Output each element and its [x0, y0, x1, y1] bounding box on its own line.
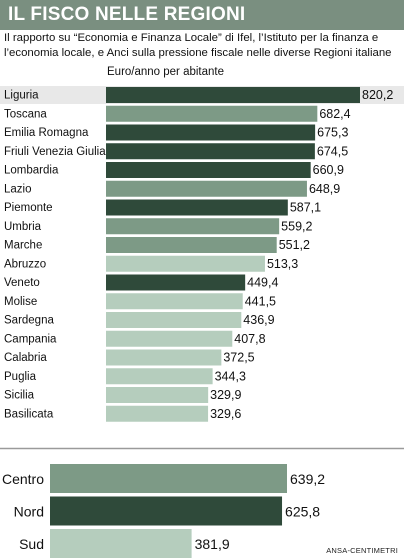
bar-liguria	[106, 87, 360, 103]
category-label-emilia-romagna: Emilia Romagna	[4, 127, 89, 139]
value-label-umbria: 559,2	[281, 219, 312, 233]
category-label-veneto: Veneto	[4, 277, 40, 289]
value-label-sicilia: 329,9	[210, 388, 241, 402]
bar-puglia	[106, 368, 213, 385]
bar-sardegna	[106, 312, 242, 328]
bar-veneto	[106, 274, 246, 291]
area-label-sud: Sud	[19, 536, 44, 552]
source-credit: ANSA-CENTIMETRI	[326, 546, 398, 555]
bar-molise	[106, 293, 243, 310]
bar-piemonte	[106, 199, 288, 216]
value-label-basilicata: 329,6	[210, 407, 241, 421]
value-label-friuli-venezia-giulia: 674,5	[317, 144, 348, 158]
bar-marche	[106, 237, 277, 253]
category-label-lazio: Lazio	[4, 183, 32, 195]
area-label-nord: Nord	[14, 504, 44, 520]
bar-basilicata	[106, 405, 209, 422]
area-bar-sud	[50, 529, 192, 558]
value-label-abruzzo: 513,3	[267, 257, 298, 271]
category-label-basilicata: Basilicata	[4, 408, 54, 420]
area-value-sud: 381,9	[195, 536, 230, 552]
unit-label: Euro/anno per abitante	[107, 66, 225, 78]
category-label-toscana: Toscana	[4, 108, 47, 120]
category-label-abruzzo: Abruzzo	[4, 258, 46, 270]
value-label-emilia-romagna: 675,3	[317, 126, 348, 140]
chart-subtitle: Il rapporto su “Economia e Finanza Local…	[4, 32, 392, 59]
category-label-molise: Molise	[4, 296, 37, 308]
category-label-umbria: Umbria	[4, 221, 42, 233]
category-label-sicilia: Sicilia	[4, 390, 35, 402]
bar-lombardia	[106, 162, 311, 178]
category-label-piemonte: Piemonte	[4, 202, 53, 214]
bar-emilia-romagna	[106, 124, 316, 141]
bar-sicilia	[106, 387, 209, 403]
value-label-piemonte: 587,1	[290, 201, 321, 215]
category-label-puglia: Puglia	[4, 371, 37, 383]
value-label-marche: 551,2	[279, 238, 310, 252]
value-label-puglia: 344,3	[215, 369, 246, 383]
title-band	[0, 0, 404, 30]
category-label-campania: Campania	[4, 333, 57, 345]
category-label-calabria: Calabria	[4, 352, 47, 364]
category-label-sardegna: Sardegna	[4, 315, 54, 327]
bar-lazio	[106, 180, 307, 197]
value-label-sardegna: 436,9	[243, 313, 274, 327]
category-label-friuli-venezia-giulia: Friuli Venezia Giulia	[4, 146, 106, 158]
value-label-lazio: 648,9	[309, 182, 340, 196]
bar-toscana	[106, 105, 318, 122]
value-label-lombardia: 660,9	[313, 163, 344, 177]
value-label-liguria: 820,2	[362, 88, 393, 102]
category-label-marche: Marche	[4, 240, 42, 252]
category-label-liguria: Liguria	[4, 90, 39, 102]
bar-friuli-venezia-giulia	[106, 143, 315, 160]
area-bar-nord	[50, 496, 283, 526]
area-value-nord: 625,8	[285, 504, 320, 520]
bar-calabria	[106, 349, 222, 366]
bar-umbria	[106, 218, 280, 235]
value-label-molise: 441,5	[245, 294, 276, 308]
bar-abruzzo	[106, 255, 265, 272]
area-value-centro: 639,2	[290, 471, 325, 487]
chart-title: IL FISCO NELLE REGIONI	[8, 4, 246, 25]
value-label-toscana: 682,4	[319, 107, 350, 121]
area-label-centro: Centro	[2, 471, 44, 487]
value-label-calabria: 372,5	[223, 351, 254, 365]
area-bar-centro	[50, 464, 287, 493]
value-label-campania: 407,8	[234, 332, 265, 346]
bar-campania	[106, 330, 233, 347]
category-label-lombardia: Lombardia	[4, 165, 59, 177]
value-label-veneto: 449,4	[247, 276, 278, 290]
